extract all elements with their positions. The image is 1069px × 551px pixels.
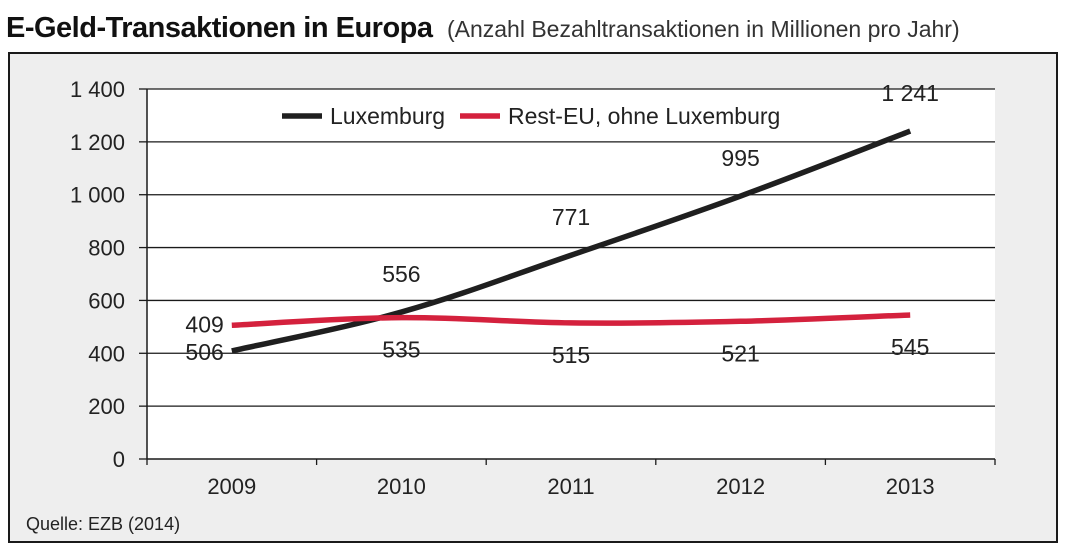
y-tick-label: 200 [88, 394, 125, 419]
line-chart: 0 200 400 600 800 1 000 1 200 1 400 2009 2010 2011… [70, 77, 996, 499]
y-tick-label: 1 000 [70, 183, 125, 208]
chart-subtitle: (Anzahl Bezahltransaktionen in Millionen… [446, 16, 960, 42]
source-note: Quelle: EZB (2014) [26, 514, 181, 534]
legend-luxemburg-label: Luxemburg [330, 103, 445, 129]
data-label-luxemburg: 995 [721, 145, 759, 171]
x-tick-label: 2009 [207, 474, 256, 499]
data-label-luxemburg: 409 [185, 311, 223, 337]
x-tick-label: 2010 [377, 474, 426, 499]
data-label-luxemburg: 771 [552, 204, 590, 230]
data-label-luxemburg: 1 241 [881, 80, 939, 106]
data-label-rest-eu: 535 [382, 337, 420, 363]
chart-title: E-Geld-Transaktionen in Europa [6, 12, 433, 44]
plot-area [147, 89, 995, 459]
x-tick-label: 2012 [716, 474, 765, 499]
data-label-rest-eu: 515 [552, 342, 590, 368]
y-tick-label: 400 [88, 341, 125, 366]
data-label-rest-eu: 506 [185, 339, 223, 365]
series-line-rest-eu [231, 312, 911, 329]
y-tick-label: 1 200 [70, 130, 125, 155]
y-tick-label: 600 [88, 288, 125, 313]
y-tick-label: 800 [88, 236, 125, 261]
chart-title-row: E-Geld-Transaktionen in Europa (Anzahl B… [6, 10, 960, 51]
chart-frame: 0 200 400 600 800 1 000 1 200 1 400 2009 2010 2011… [8, 52, 1058, 543]
data-label-rest-eu: 545 [891, 334, 929, 360]
y-tick-label: 1 400 [70, 77, 125, 102]
series-line-luxemburg [231, 128, 912, 354]
legend-rest-eu-label: Rest-EU, ohne Luxemburg [508, 103, 780, 129]
data-label-luxemburg: 556 [382, 261, 420, 287]
x-tick-label: 2013 [886, 474, 935, 499]
y-tick-label: 0 [113, 447, 125, 472]
data-label-rest-eu: 521 [721, 340, 759, 366]
x-tick-label: 2011 [547, 474, 594, 499]
